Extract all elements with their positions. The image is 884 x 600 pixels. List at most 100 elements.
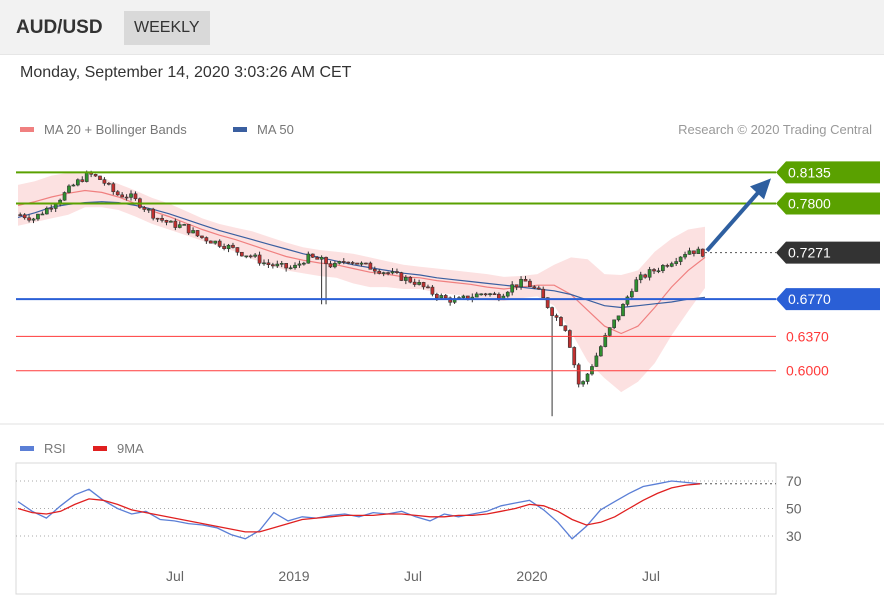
candle-down xyxy=(27,217,31,221)
x-tick-label: Jul xyxy=(642,568,660,584)
candle-up xyxy=(479,293,484,296)
levels-layer: 0.8135 0.7800 0.7271 0.6770 0.6370 0.6000 xyxy=(16,161,880,379)
candle-down xyxy=(124,196,129,199)
candle-down xyxy=(195,230,200,237)
candle-up xyxy=(581,381,585,385)
candle-down xyxy=(528,280,532,288)
candle-down xyxy=(235,247,240,253)
candle-up xyxy=(621,304,625,317)
candle-up xyxy=(75,179,80,186)
candle-up xyxy=(297,263,302,266)
candle-down xyxy=(350,262,355,264)
candle-up xyxy=(687,250,692,255)
candle-up xyxy=(62,192,67,201)
candle-down xyxy=(386,272,390,274)
ma20-label: MA 20 + Bollinger Bands xyxy=(44,122,187,137)
candle-down xyxy=(541,288,546,298)
bollinger-band xyxy=(18,172,705,393)
candle-down xyxy=(164,220,169,223)
bollinger-band-layer xyxy=(18,172,705,393)
candle-up xyxy=(461,295,466,298)
candle-down xyxy=(550,307,554,316)
period-button[interactable]: WEEKLY xyxy=(124,11,210,45)
candle-down xyxy=(368,262,373,270)
candle-down xyxy=(523,279,528,282)
candle-down xyxy=(341,261,346,263)
candle-up xyxy=(616,315,621,321)
candle-down xyxy=(257,254,262,264)
candle-down xyxy=(372,268,377,272)
legend-9ma: 9MA xyxy=(93,441,144,456)
candle-down xyxy=(430,286,435,295)
candle-up xyxy=(625,296,630,305)
candle-down xyxy=(532,286,537,289)
candle-down xyxy=(200,235,204,238)
pivot-tag xyxy=(776,288,880,311)
current-label: 0.7271 xyxy=(788,245,831,261)
candle-up xyxy=(474,293,479,298)
candle-up xyxy=(279,263,284,265)
candle-down xyxy=(324,256,328,264)
candle-down xyxy=(563,325,568,331)
rsi-panel-frame xyxy=(15,462,777,595)
candle-up xyxy=(510,284,515,293)
rsi-tick-label: 30 xyxy=(786,528,802,544)
candle-up xyxy=(439,295,444,299)
legend-rsi: RSI xyxy=(20,441,66,456)
candle-down xyxy=(559,317,563,327)
candle-up xyxy=(67,185,71,193)
candle-down xyxy=(310,253,315,258)
forecast-arrow-head xyxy=(750,178,771,200)
rsi-layer: 70 50 30 xyxy=(16,473,802,544)
candle-down xyxy=(346,261,351,264)
candle-up xyxy=(488,293,492,296)
rsi-tick-label: 70 xyxy=(786,473,802,489)
symbol-title: AUD/USD xyxy=(16,17,103,38)
candle-down xyxy=(231,244,235,248)
candle-down xyxy=(173,220,178,228)
candle-up xyxy=(129,193,133,198)
candle-down xyxy=(692,250,696,254)
candle-down xyxy=(271,264,275,267)
candle-down xyxy=(222,246,226,249)
candle-down xyxy=(364,262,368,265)
x-axis-ticks: Jul 2019 Jul 2020 Jul xyxy=(166,568,660,584)
candle-up xyxy=(275,263,280,267)
candle-up xyxy=(191,230,195,234)
x-tick-label: 2020 xyxy=(516,568,547,584)
candle-up xyxy=(585,373,590,382)
candle-up xyxy=(169,220,173,223)
candle-down xyxy=(120,194,125,198)
candle-down xyxy=(355,262,359,265)
candle-down xyxy=(49,207,54,210)
candle-up xyxy=(302,262,306,265)
candle-down xyxy=(567,330,572,348)
current-tag xyxy=(776,241,880,264)
candle-down xyxy=(133,193,138,200)
x-tick-label: Jul xyxy=(166,568,184,584)
candle-down xyxy=(155,217,160,220)
candle-down xyxy=(514,284,519,288)
candle-up xyxy=(661,265,665,272)
candle-up xyxy=(53,204,58,209)
candle-up xyxy=(213,240,218,244)
candle-up xyxy=(656,270,661,273)
candle-down xyxy=(98,175,102,180)
candle-up xyxy=(696,248,701,254)
ma9-label: 9MA xyxy=(117,441,144,456)
timestamp: Monday, September 14, 2020 3:03:26 AM CE… xyxy=(20,64,352,81)
candle-down xyxy=(643,274,648,278)
ma9-swatch xyxy=(93,446,107,451)
rsi-9ma-line xyxy=(17,483,701,533)
candle-down xyxy=(186,224,191,234)
candle-up xyxy=(381,272,386,274)
candle-up xyxy=(253,254,257,257)
candle-down xyxy=(434,293,439,299)
support2-label: 0.6000 xyxy=(786,363,829,379)
candle-down xyxy=(18,214,23,216)
candle-up xyxy=(36,213,40,220)
candle-up xyxy=(390,271,395,274)
chart-header: AUD/USD WEEKLY xyxy=(0,0,884,55)
candle-up xyxy=(71,184,76,187)
